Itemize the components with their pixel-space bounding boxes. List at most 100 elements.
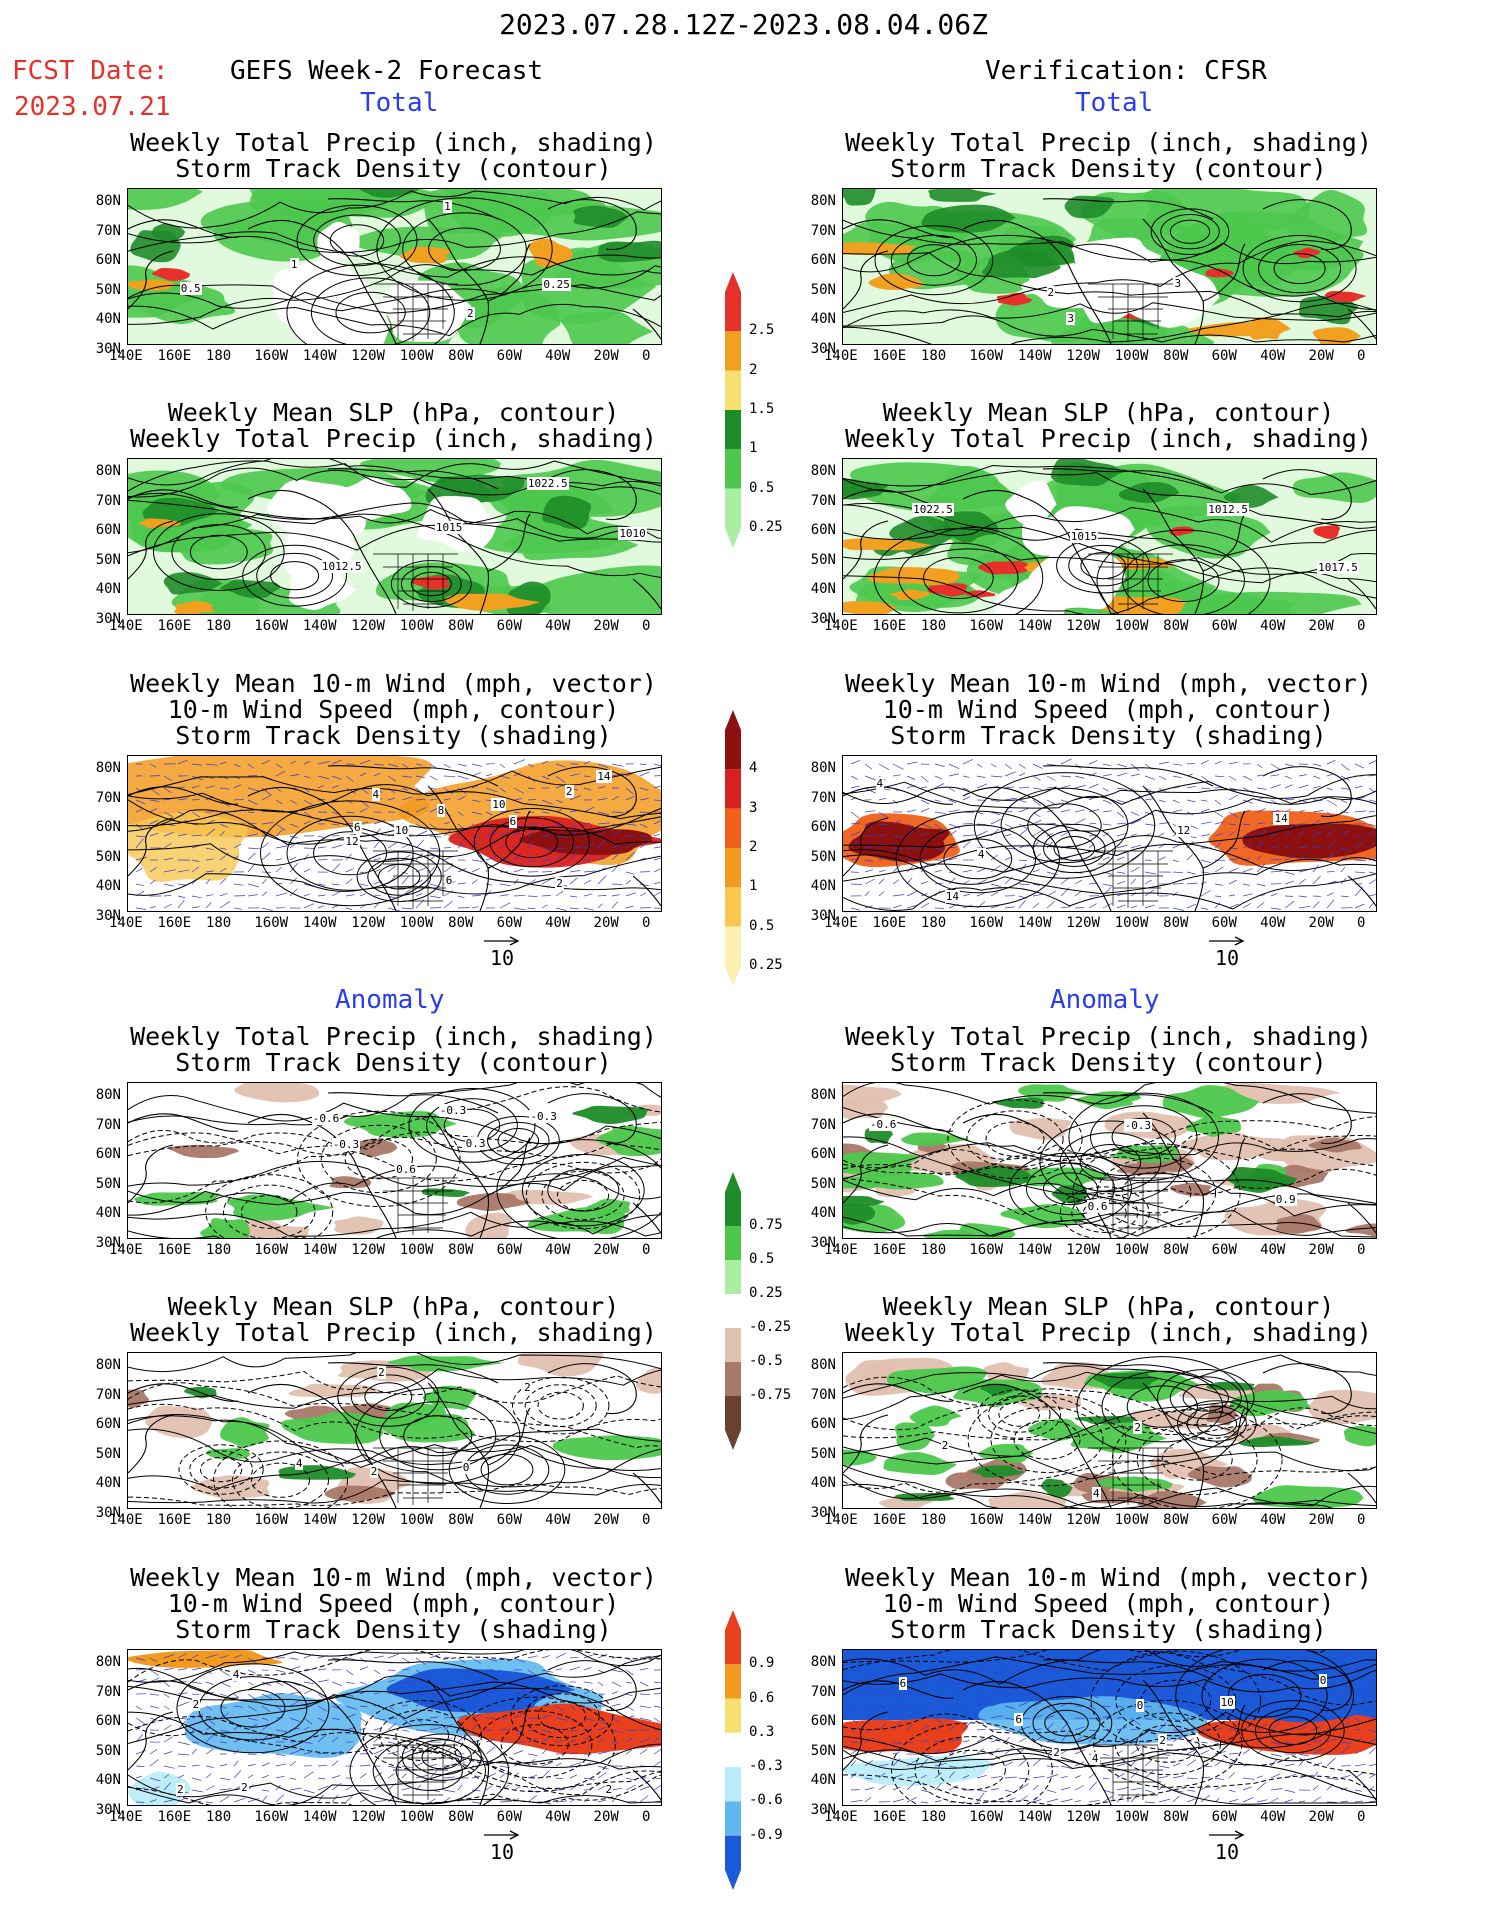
fc-anom-wind-map: 2 4 2 2 2 bbox=[127, 1649, 662, 1806]
lat-tick-label: 40N bbox=[95, 1205, 121, 1221]
anomaly-precip-colorbar-label: -0.25 bbox=[749, 1319, 792, 1335]
lon-tick-label: 20W bbox=[1308, 1242, 1334, 1258]
lat-tick-label: 60N bbox=[810, 1416, 836, 1432]
lat-tick-label: 30N bbox=[95, 340, 121, 357]
lon-tick-label: 100W bbox=[1114, 1809, 1149, 1825]
lon-tick-label: 40W bbox=[545, 915, 571, 931]
lon-tick-label: 140E bbox=[824, 1809, 858, 1825]
anomaly-storm-colorbar bbox=[725, 1610, 741, 1890]
lon-tick-label: 140W bbox=[302, 915, 337, 931]
lat-tick-label: 50N bbox=[810, 551, 836, 568]
lon-tick-label: 40W bbox=[1260, 618, 1286, 634]
lon-tick-label: 120W bbox=[1066, 1809, 1100, 1825]
contour-label: 2 bbox=[1158, 1734, 1167, 1748]
contour-label: 10 bbox=[393, 824, 410, 838]
vector-reference-arrow-icon bbox=[1209, 1830, 1245, 1840]
lon-tick-label: 160E bbox=[157, 1809, 192, 1825]
obs-anom-wind-title-line-3: Storm Track Density (shading) bbox=[890, 1615, 1327, 1644]
contour-label: 4 bbox=[976, 848, 986, 862]
lon-tick-label: 120W bbox=[351, 348, 385, 364]
obs-anom-wind-map: 4 2 0 2 0 6 10 6 bbox=[842, 1649, 1377, 1806]
lon-tick-label: 140W bbox=[1017, 1242, 1052, 1258]
lon-tick-label: 20W bbox=[593, 1809, 619, 1825]
obs-total-wind-title-line-2: 10-m Wind Speed (mph, contour) bbox=[882, 695, 1335, 724]
fc-total-slp-map: 1012.5 1015 1010 1022.5 bbox=[127, 458, 662, 615]
lon-tick-label: 140E bbox=[824, 1512, 858, 1528]
lon-tick-label: 180 bbox=[920, 348, 947, 364]
fc-total-slp-title-line-1: Weekly Mean SLP (hPa, contour) bbox=[167, 398, 620, 427]
contour-label: 0.6 bbox=[395, 1162, 417, 1176]
lon-tick-label: 140E bbox=[824, 618, 858, 634]
lon-tick-label: 20W bbox=[593, 1512, 619, 1528]
contour-label: 2 bbox=[1046, 285, 1056, 299]
lon-tick-label: 120W bbox=[1066, 915, 1100, 931]
lat-tick-label: 50N bbox=[95, 281, 121, 298]
contour-label: 2 bbox=[240, 1780, 249, 1794]
right-total-section-label: Total bbox=[1075, 88, 1154, 118]
lat-tick-label: 60N bbox=[95, 252, 121, 268]
obs-anom-wind-title-line-1: Weekly Mean 10-m Wind (mph, vector) bbox=[845, 1563, 1372, 1592]
fc-total-wind-map: 2 6 2 4 6 10 8 12 14 6 10 bbox=[127, 755, 662, 912]
lon-tick-label: 80W bbox=[448, 1809, 474, 1825]
contour-label: 3 bbox=[1173, 277, 1183, 291]
lon-tick-label: 0 bbox=[1357, 1242, 1366, 1258]
lat-tick-label: 60N bbox=[810, 819, 836, 835]
lon-tick-label: 140E bbox=[109, 1242, 143, 1258]
lat-tick-label: 80N bbox=[95, 1087, 121, 1103]
lon-tick-label: 0 bbox=[642, 618, 651, 634]
lat-tick-label: 50N bbox=[95, 1742, 121, 1759]
lon-tick-label: 160E bbox=[157, 618, 192, 634]
anomaly-precip-colorbar bbox=[725, 1172, 741, 1450]
fc-anom-wind-title-line-1: Weekly Mean 10-m Wind (mph, vector) bbox=[130, 1563, 657, 1592]
lat-tick-label: 80N bbox=[810, 1087, 836, 1103]
fc-total-wind-title-line-3: Storm Track Density (shading) bbox=[175, 721, 612, 750]
lat-tick-label: 50N bbox=[95, 551, 121, 568]
fc-anom-precip-title-line-2: Storm Track Density (contour) bbox=[175, 1048, 612, 1077]
lon-tick-label: 20W bbox=[593, 915, 619, 931]
contour-label: 1012.5 bbox=[1207, 503, 1249, 517]
lon-tick-label: 160W bbox=[969, 1809, 1004, 1825]
lat-tick-label: 70N bbox=[810, 1683, 836, 1700]
lat-tick-label: 70N bbox=[810, 1116, 836, 1133]
contour-label: -0.3 bbox=[1123, 1118, 1153, 1132]
lon-tick-label: 140W bbox=[1017, 348, 1052, 364]
contour-label: 2 bbox=[940, 1439, 950, 1453]
vector-reference-label: 10 bbox=[1214, 946, 1240, 970]
lon-tick-label: 60W bbox=[496, 618, 522, 634]
lon-tick-label: 0 bbox=[642, 348, 651, 364]
lon-tick-label: 80W bbox=[448, 348, 474, 364]
total-precip-colorbar-label: 2.5 bbox=[749, 322, 775, 339]
lon-tick-label: 120W bbox=[351, 618, 385, 634]
lat-tick-label: 70N bbox=[810, 789, 836, 806]
contour-label: 1012.5 bbox=[320, 560, 363, 574]
contour-label: 0.25 bbox=[542, 277, 571, 291]
contour-label: 1015 bbox=[1069, 530, 1099, 544]
lon-tick-label: 140W bbox=[1017, 1512, 1052, 1528]
fcst-date-label: FCST Date: bbox=[12, 56, 169, 86]
lat-tick-label: 50N bbox=[810, 848, 836, 865]
lon-tick-label: 120W bbox=[351, 915, 385, 931]
contour-label: 4 bbox=[294, 1457, 304, 1471]
contour-label: 1017.5 bbox=[1317, 560, 1359, 574]
lat-tick-label: 70N bbox=[95, 1116, 121, 1133]
total-storm-colorbar-label: 0.25 bbox=[749, 957, 783, 973]
lon-tick-label: 80W bbox=[448, 915, 474, 931]
contour-label: 2 bbox=[523, 1380, 532, 1394]
lon-tick-label: 140E bbox=[109, 915, 143, 931]
lon-tick-label: 0 bbox=[642, 1512, 651, 1528]
lat-tick-label: 60N bbox=[810, 252, 836, 268]
total-precip-colorbar-label: 1 bbox=[749, 440, 758, 457]
contour-label: 3 bbox=[1066, 312, 1076, 326]
lat-tick-label: 80N bbox=[810, 463, 836, 479]
anomaly-storm-colorbar-label: 0.9 bbox=[749, 1655, 775, 1672]
lon-tick-label: 140W bbox=[1017, 915, 1052, 931]
lon-tick-label: 100W bbox=[399, 1809, 434, 1825]
lon-tick-label: 120W bbox=[351, 1242, 385, 1258]
lon-tick-label: 60W bbox=[1211, 915, 1237, 931]
lon-tick-label: 180 bbox=[920, 915, 947, 931]
lat-tick-label: 40N bbox=[95, 878, 121, 894]
anomaly-precip-colorbar-label: -0.75 bbox=[749, 1387, 792, 1403]
contour-label: 0 bbox=[461, 1460, 471, 1474]
lon-tick-label: 20W bbox=[593, 618, 619, 634]
obs-total-wind-map: 4 12 14 14 4 bbox=[842, 755, 1377, 912]
